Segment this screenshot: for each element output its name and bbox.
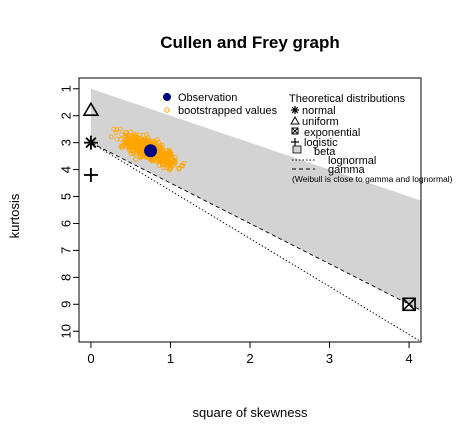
bootstrap-point [139, 138, 145, 144]
bootstrap-point [114, 127, 120, 133]
bootstrap-point [172, 158, 178, 164]
x-tick-label: 1 [167, 351, 174, 366]
x-tick-label: 2 [246, 351, 253, 366]
y-tick-label: 1 [59, 85, 74, 92]
legend-theoretical-title: Theoretical distributions [289, 93, 406, 105]
bootstrap-point [156, 140, 162, 145]
y-tick-label: 6 [59, 220, 74, 227]
bootstrap-point [128, 134, 134, 140]
bootstrap-point [133, 139, 139, 145]
y-tick-label: 10 [59, 324, 74, 338]
bootstrap-point [149, 157, 155, 163]
exponential-marker-stroke [402, 297, 416, 311]
bootstrap-point [130, 151, 136, 156]
y-tick-label: 7 [59, 247, 74, 254]
legend-observation-label: Observation [178, 92, 237, 104]
legend-theoretical: Theoretical distributions normal uniform… [289, 93, 453, 184]
y-axis-label: kurtosis [7, 193, 22, 238]
bootstrap-point [108, 134, 114, 140]
bootstrap-point [155, 156, 161, 162]
bootstrap-point [124, 144, 129, 150]
observation-point [144, 144, 158, 158]
legend-exponential-label: exponential [304, 127, 360, 139]
gamma-line [90, 142, 421, 311]
chart-title: Cullen and Frey graph [160, 33, 339, 52]
bootstrap-point [133, 131, 139, 137]
y-tick-label: 3 [59, 139, 74, 146]
x-tick-label: 4 [405, 351, 412, 366]
bootstrap-point [119, 132, 125, 138]
normal-marker-stroke [85, 137, 97, 149]
exponential-marker-box [402, 297, 416, 312]
y-tick-label: 9 [59, 301, 74, 308]
bootstrap-point [114, 136, 120, 142]
legend-weibull-note: (Weibull is close to gamma and lognormal… [292, 174, 453, 184]
y-tick-label: 4 [59, 166, 74, 173]
legend-exponential-symbol [291, 127, 299, 135]
legend-beta-symbol [292, 145, 302, 154]
legend-observation: Observation bootstrapped values [163, 92, 278, 117]
bootstrap-point [164, 165, 170, 171]
x-tick-label: 0 [87, 351, 94, 366]
uniform-marker [82, 101, 100, 117]
legend-observation-symbol [163, 93, 171, 101]
bootstrap-point [131, 143, 137, 149]
beta-region [90, 88, 421, 311]
legend-beta-label: beta [314, 146, 336, 158]
bootstrap-point [113, 129, 119, 135]
bootstrap-point [160, 153, 166, 158]
bootstrap-point [119, 145, 125, 151]
y-tick-label: 8 [59, 274, 74, 281]
normal-marker [83, 135, 98, 150]
bootstrap-point [133, 156, 138, 162]
bootstrap-point [167, 161, 173, 167]
x-axis-label: square of skewness [193, 405, 308, 420]
bootstrap-point [147, 138, 153, 144]
plot-clip-group [90, 88, 421, 342]
bootstrap-point [162, 153, 168, 159]
legend-bootstrap-label: bootstrapped values [178, 105, 278, 117]
legend-exponential-symbol [291, 127, 299, 135]
bootstrap-point [172, 154, 178, 160]
bootstrap-point [141, 139, 147, 145]
bootstrap-point [159, 162, 165, 168]
bootstrap-point [119, 143, 125, 149]
y-tick-label: 2 [59, 112, 74, 119]
bootstrap-point [128, 151, 134, 157]
bootstrap-point [176, 166, 182, 172]
y-tick-label: 5 [59, 193, 74, 200]
bootstrap-point [167, 162, 173, 168]
bootstrap-point [133, 150, 139, 156]
bootstrap-point [165, 160, 171, 166]
bootstrap-point [122, 140, 128, 146]
bootstrap-point [158, 157, 163, 163]
bootstrap-point [154, 137, 160, 143]
exponential-marker [402, 297, 416, 312]
legend-normal-label: normal [302, 105, 336, 117]
legend-logistic-label: logistic [304, 137, 338, 149]
legend-gamma-label: gamma [328, 164, 366, 176]
bootstrap-point [180, 163, 186, 169]
bootstrap-point [167, 153, 173, 158]
bootstrap-point [179, 162, 185, 168]
bootstrap-point [126, 135, 132, 141]
legend-lognormal-label: lognormal [328, 155, 376, 167]
legend-normal-symbol [291, 106, 299, 114]
bootstrap-point [111, 126, 117, 132]
legend-uniform-symbol [290, 115, 300, 125]
plot-area: 0 1 2 3 4 1 2 3 4 5 6 7 8 9 10 [59, 77, 422, 366]
bootstrap-point [128, 129, 134, 135]
logistic-marker [83, 167, 98, 182]
legend-bootstrap-symbol [164, 107, 170, 113]
bootstrap-point [128, 143, 134, 149]
legend-uniform-label: uniform [302, 116, 339, 128]
x-tick-label: 3 [326, 351, 333, 366]
bootstrap-point [140, 132, 146, 138]
bootstrap-point [158, 159, 164, 165]
